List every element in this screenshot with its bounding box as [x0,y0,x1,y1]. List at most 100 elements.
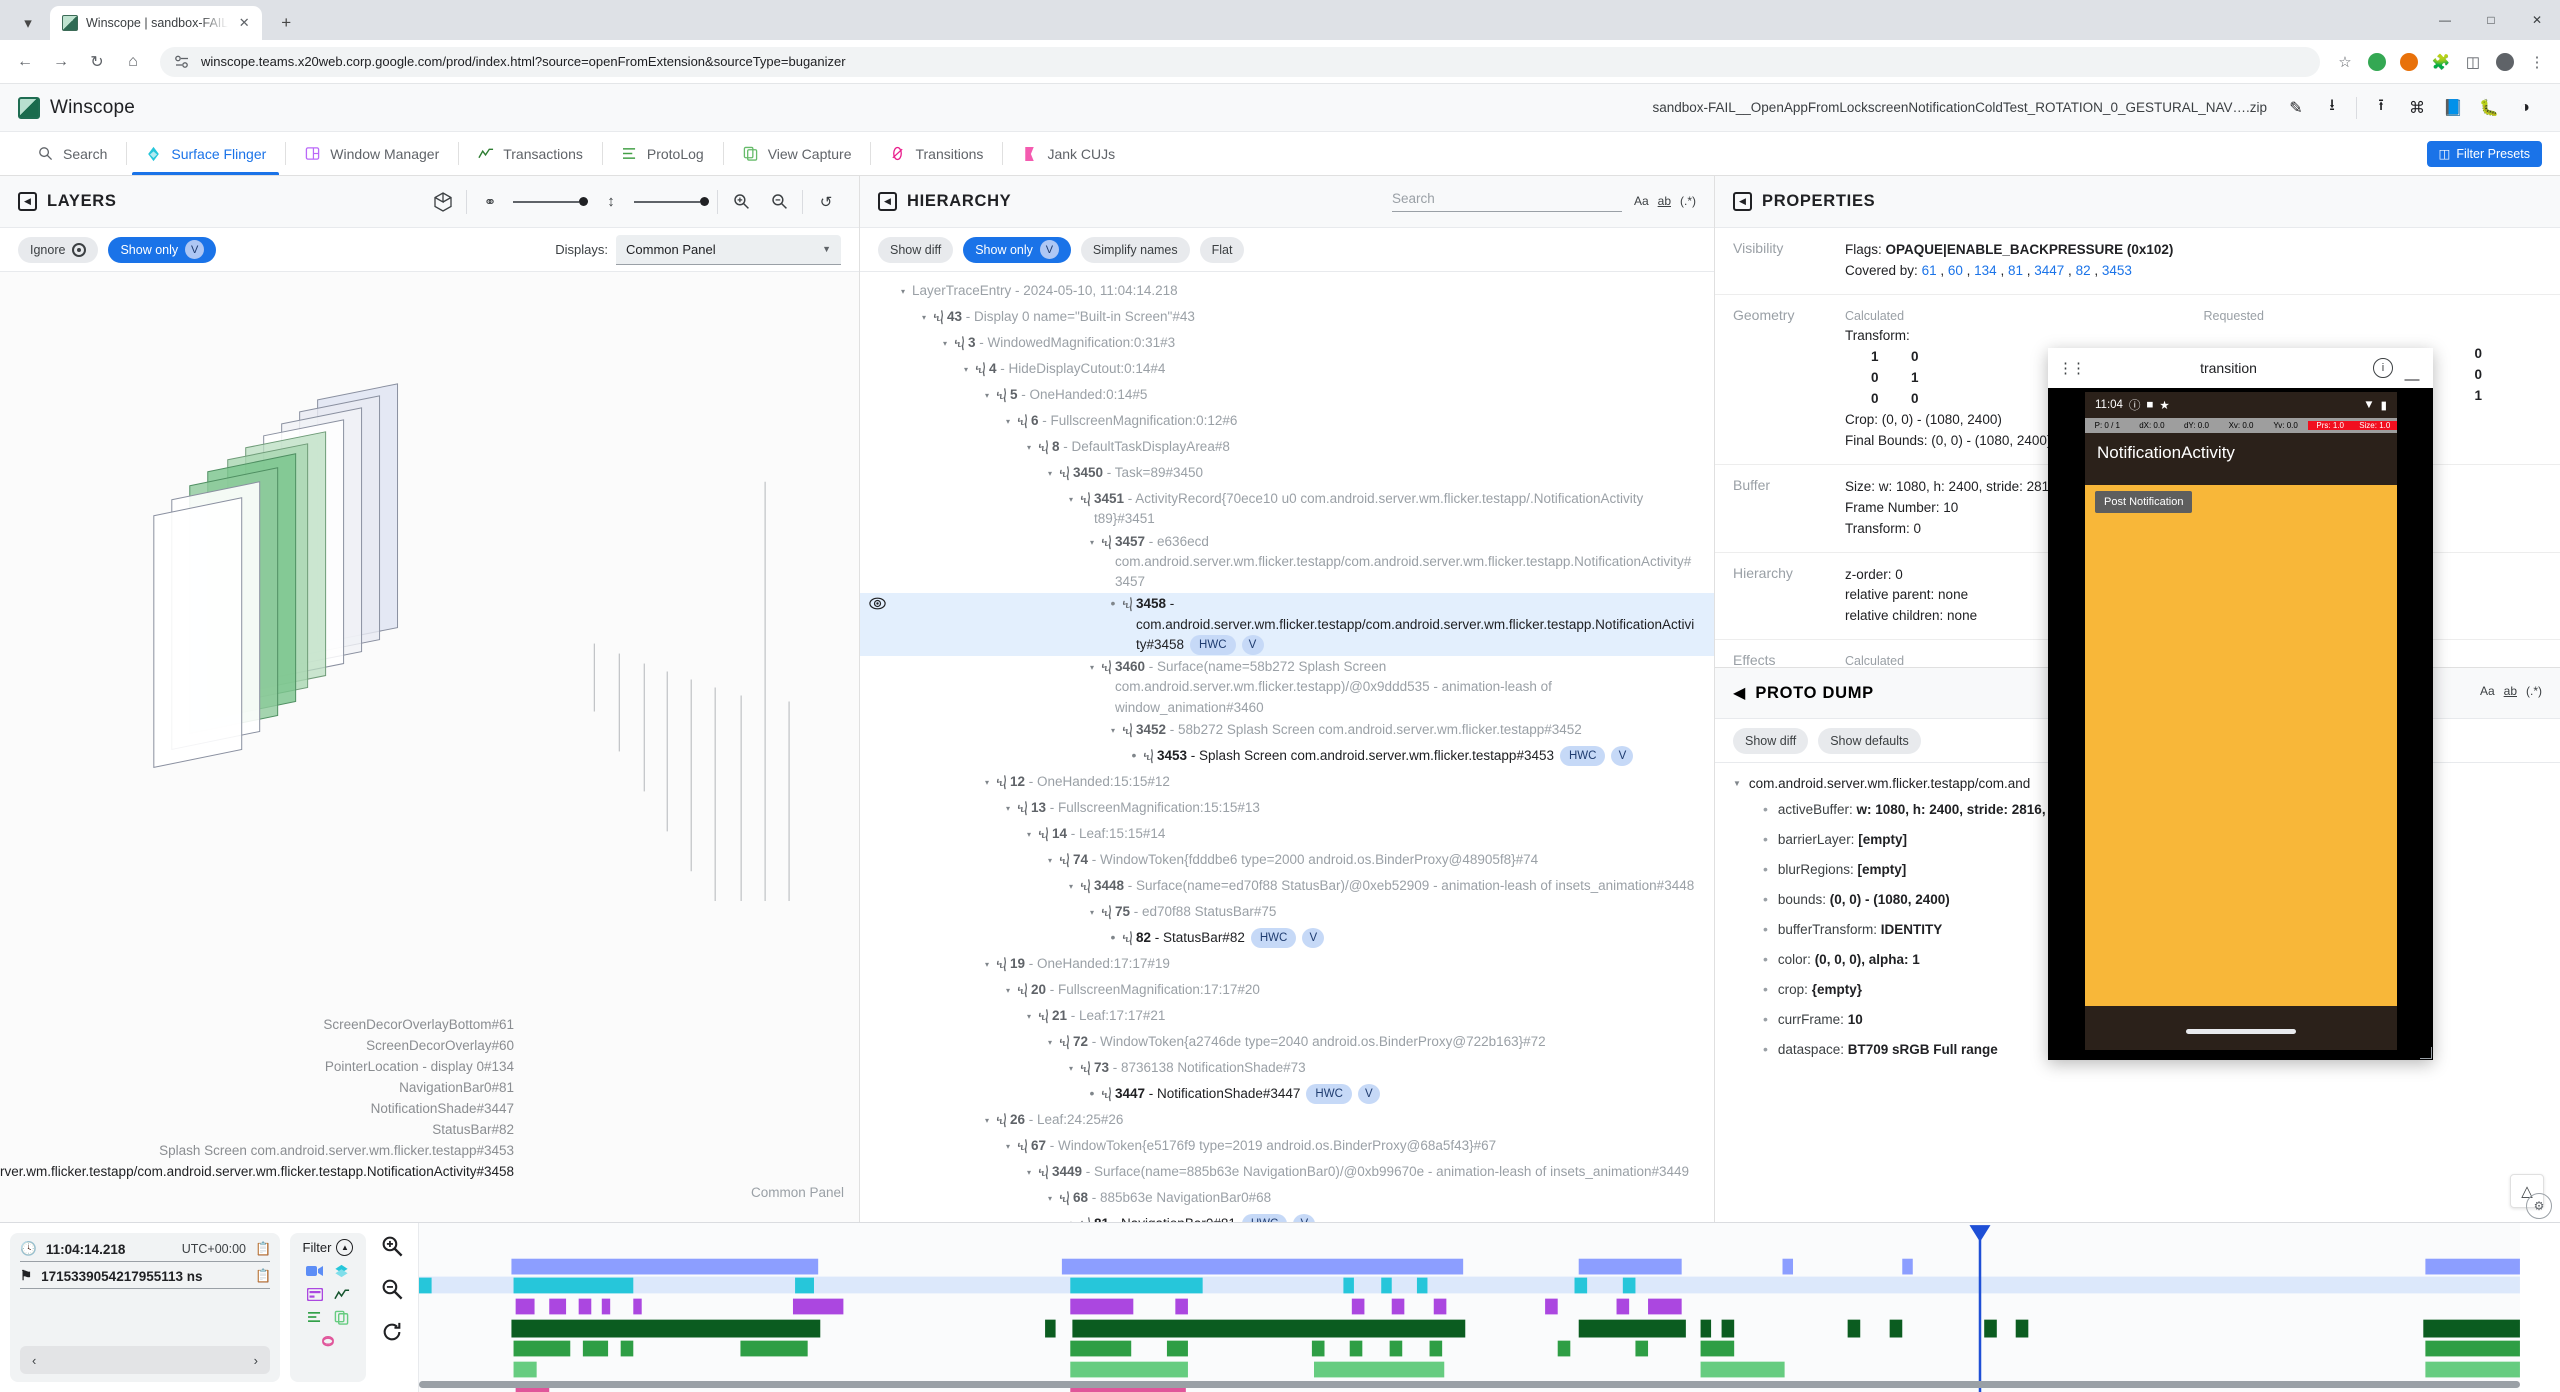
pin-icon[interactable]: ⴏ [1122,929,1133,945]
window-close-icon[interactable]: ✕ [2531,13,2543,27]
chevron-down-icon[interactable]: ▾ [1068,495,1073,504]
new-tab-button[interactable]: + [281,13,292,32]
show-only-visible-chip[interactable]: Show only V [963,236,1071,263]
proto-dump-item[interactable]: • bufferTransform: IDENTITY [1733,914,2542,944]
pin-icon[interactable]: ⴏ [1038,825,1049,841]
shortcuts-icon[interactable]: ⌘ [2409,99,2425,117]
home-icon[interactable]: ⌂ [128,52,138,70]
tab-jank-cujs[interactable]: Jank CUJs [1002,132,1134,175]
hierarchy-node[interactable]: ▾ ⴏ 73 - 8736138 NotificationShade#73 [860,1057,1714,1083]
upload-icon[interactable]: ⭱ [2378,97,2384,114]
zoom-in-icon[interactable] [381,1235,403,1262]
covered-by-link[interactable]: 61 [1921,262,1937,278]
pin-icon[interactable]: ⴏ [1017,799,1028,815]
hierarchy-node[interactable]: ▾ ⴏ 14 - Leaf:15:15#14 [860,823,1714,849]
pin-icon[interactable]: ⴏ [1101,903,1112,919]
node-visibility-toggle[interactable] [860,594,894,610]
pin-icon[interactable]: ⴏ [1059,1189,1070,1205]
chevron-down-icon[interactable]: ▾ [1089,907,1094,917]
transitions-graph-icon[interactable] [332,1284,352,1304]
browser-tab[interactable]: Winscope | sandbox-FAIL ✕ [50,6,263,40]
timeline-scrollbar[interactable] [419,1381,2520,1388]
covered-by-link[interactable]: 134 [1974,262,1997,278]
tab-transactions[interactable]: Transactions [458,132,602,175]
chevron-down-icon[interactable]: ▾ [963,365,968,374]
chevron-down-icon[interactable]: ▾ [900,287,905,296]
tab-protolog[interactable]: ProtoLog [601,132,723,175]
hierarchy-node[interactable]: ▾ ⴏ 3452 - 58b272 Splash Screen com.androi… [860,719,1714,745]
zoom-out-icon[interactable] [764,187,794,217]
proto-dump-list[interactable]: ▼ com.android.server.wm.flicker.testapp/… [1715,763,2560,1222]
forward-icon[interactable]: → [53,52,69,70]
zoom-in-icon[interactable] [726,187,756,217]
hierarchy-node[interactable]: ▾ ⴏ 5 - OneHanded:0:14#5 [860,384,1714,410]
chevron-down-icon[interactable]: ▾ [921,313,926,322]
chevron-down-icon[interactable]: ▾ [984,959,989,969]
hierarchy-node[interactable]: ▾ LayerTraceEntry - 2024-05-10, 11:04:14.… [860,280,1714,306]
extension-green-icon[interactable] [2362,47,2392,77]
extensions-puzzle-icon[interactable]: 🧩 [2431,53,2451,71]
whole-word-icon[interactable]: ab [1657,194,1671,208]
chevron-up-icon[interactable]: ▲ [336,1239,354,1256]
covered-by-ids[interactable]: 61 , 60 , 134 , 81 , 3447 , 82 , 3453 [1921,262,2132,278]
pin-icon[interactable]: ⴏ [1038,1007,1049,1023]
surface-flinger-icon[interactable] [332,1261,352,1281]
pin-icon[interactable]: ⴏ [1017,413,1028,428]
proto-dump-item[interactable]: • color: (0, 0, 0), alpha: 1 [1733,944,2542,974]
pin-icon[interactable]: ⴏ [1059,851,1070,867]
drag-handle-icon[interactable]: ⋮⋮ [2058,359,2086,377]
flat-chip[interactable]: Flat [1199,236,1245,263]
proto-dump-item[interactable]: • bounds: (0, 0) - (1080, 2400) [1733,884,2542,914]
hierarchy-node[interactable]: • ⴏ 3453 - Splash Screen com.android.serve… [860,745,1714,771]
show-only-visible-chip[interactable]: Show only V [108,236,217,263]
tab-search-chevron-icon[interactable]: ▾ [24,15,32,32]
reset-zoom-icon[interactable] [381,1321,403,1348]
chevron-down-icon[interactable]: ▾ [984,391,989,400]
pin-icon[interactable]: ⴏ [1017,1137,1028,1153]
proto-dump-item[interactable]: • currFrame: 10 [1733,1004,2542,1034]
chevron-down-icon[interactable]: ▾ [1089,663,1094,673]
proto-dump-item[interactable]: • activeBuffer: w: 1080, h: 2400, stride:… [1733,794,2542,824]
hierarchy-node[interactable]: ▾ ⴏ 3460 - Surface(name=58b272 Splash Scre… [860,656,1714,719]
hierarchy-node[interactable]: ▾ ⴏ 74 - WindowToken{fdddbe6 type=2000 and… [860,849,1714,875]
timeline-track[interactable] [418,1223,2520,1392]
bookmark-star-icon[interactable]: ☆ [2338,53,2352,71]
pin-icon[interactable]: ⴏ [1122,721,1133,737]
hierarchy-node[interactable]: ▾ ⴏ 3449 - Surface(name=885b63e Navigation… [860,1161,1714,1187]
pin-icon[interactable]: ⴏ [1101,659,1112,675]
dark-mode-icon[interactable]: ◑ [2520,98,2530,116]
cube-3d-icon[interactable] [428,187,458,217]
chevron-down-icon[interactable]: ▾ [1026,1167,1031,1177]
protolog-icon[interactable] [305,1307,325,1327]
tab-transitions[interactable]: Transitions [870,132,1002,175]
match-case-icon[interactable]: Aa [2479,684,2495,698]
pin-icon[interactable]: ⴏ [1017,981,1028,997]
back-icon[interactable]: ← [17,52,33,70]
proto-dump-item[interactable]: • blurRegions: [empty] [1733,854,2542,884]
hierarchy-node[interactable]: ▾ ⴏ 75 - ed70f88 StatusBar#75 [860,901,1714,927]
hierarchy-node[interactable]: ▾ ⴏ 13 - FullscreenMagnification:15:15#13 [860,797,1714,823]
hierarchy-node[interactable]: ▾ ⴏ 3450 - Task=89#3450 [860,462,1714,488]
address-bar[interactable]: winscope.teams.x20web.corp.google.com/pr… [160,46,2320,77]
hierarchy-node[interactable]: • ⴏ 3447 - NotificationShade#3447 HWC V [860,1083,1714,1109]
pin-icon[interactable]: ⴏ [996,1111,1007,1127]
chevron-down-icon[interactable]: ▾ [1026,1011,1031,1021]
timeline-cursor-handle[interactable] [1969,1225,1991,1242]
proto-root-node[interactable]: ▼ com.android.server.wm.flicker.testapp/… [1733,773,2542,794]
collapse-icon[interactable]: ◀ [1733,685,1746,702]
pin-icon[interactable]: ⴏ [996,387,1007,402]
pin-icon[interactable]: ⴏ [1080,1059,1091,1075]
frame-nav[interactable]: ‹ › [20,1346,270,1374]
chevron-down-icon[interactable]: ▾ [1068,1063,1073,1073]
chevron-down-icon[interactable]: ▾ [1110,725,1115,735]
hierarchy-node[interactable]: ▾ ⴏ 43 - Display 0 name="Built-in Screen"#… [860,306,1714,332]
covered-by-link[interactable]: 82 [2075,262,2091,278]
hierarchy-node[interactable]: ▾ ⴏ 6 - FullscreenMagnification:0:12#6 [860,410,1714,436]
hierarchy-node[interactable]: • ⴏ 82 - StatusBar#82 HWC V [860,927,1714,953]
covered-by-link[interactable]: 3447 [2034,262,2065,278]
pin-icon[interactable]: ⴏ [1101,533,1112,549]
pin-icon[interactable]: ⴏ [1101,1085,1112,1101]
collapse-icon[interactable]: ◀ [878,192,897,211]
hierarchy-node[interactable]: ▾ ⴏ 26 - Leaf:24:25#26 [860,1109,1714,1135]
pin-icon[interactable]: ⴏ [996,773,1007,789]
